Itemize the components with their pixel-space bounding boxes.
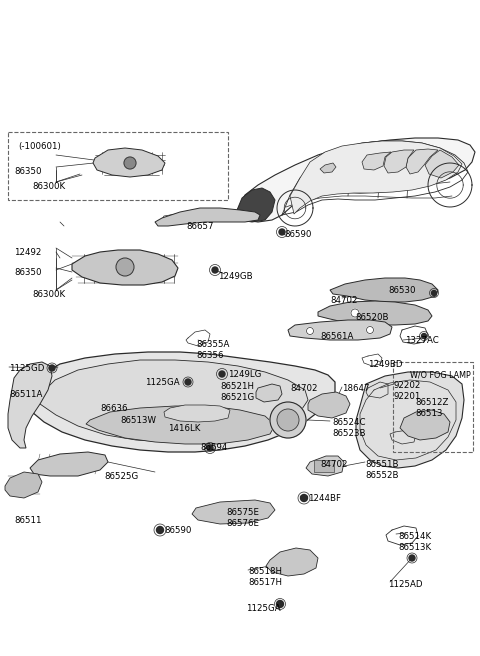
Text: 86551B: 86551B: [365, 460, 398, 469]
Circle shape: [277, 409, 299, 431]
Bar: [314, 460, 334, 472]
Text: 1249BD: 1249BD: [368, 360, 403, 369]
Text: 1125GA: 1125GA: [145, 378, 180, 387]
Text: 86657: 86657: [186, 222, 214, 231]
Polygon shape: [356, 372, 464, 468]
Text: 86512Z: 86512Z: [415, 398, 448, 407]
Text: 92201: 92201: [394, 392, 421, 401]
Polygon shape: [192, 500, 275, 524]
Text: 86521G: 86521G: [220, 393, 254, 402]
Text: 86350: 86350: [14, 167, 41, 176]
Text: 86521H: 86521H: [220, 382, 254, 391]
Text: 1249GB: 1249GB: [218, 272, 252, 281]
Circle shape: [279, 229, 285, 235]
Circle shape: [276, 600, 284, 607]
Polygon shape: [155, 208, 260, 226]
Text: 86590: 86590: [284, 230, 312, 239]
Text: 86511: 86511: [14, 516, 41, 525]
Text: 86576E: 86576E: [226, 519, 259, 528]
Text: 86575E: 86575E: [226, 508, 259, 517]
Text: 84702: 84702: [330, 296, 358, 305]
Polygon shape: [406, 149, 438, 174]
Polygon shape: [384, 150, 414, 173]
Polygon shape: [38, 360, 308, 442]
Text: 86530: 86530: [388, 286, 416, 295]
Circle shape: [367, 327, 373, 333]
Text: 86356: 86356: [196, 351, 224, 360]
Circle shape: [219, 371, 225, 377]
Circle shape: [421, 333, 427, 338]
Circle shape: [307, 327, 313, 335]
Polygon shape: [235, 138, 475, 222]
Polygon shape: [288, 320, 392, 340]
Text: 86552B: 86552B: [365, 471, 398, 480]
Circle shape: [116, 258, 134, 276]
Text: 1327AC: 1327AC: [405, 336, 439, 345]
Polygon shape: [266, 548, 318, 576]
Text: 92202: 92202: [394, 381, 421, 390]
Text: 86590: 86590: [164, 526, 192, 535]
Polygon shape: [400, 410, 450, 440]
Text: 86511A: 86511A: [9, 390, 42, 399]
Polygon shape: [290, 141, 462, 214]
Circle shape: [432, 291, 436, 295]
Text: 84702: 84702: [290, 384, 317, 393]
Text: 86300K: 86300K: [32, 182, 65, 191]
Text: 1416LK: 1416LK: [168, 424, 200, 433]
Text: 86525G: 86525G: [104, 472, 138, 481]
Circle shape: [351, 309, 359, 317]
Circle shape: [212, 267, 218, 273]
Text: 86514K: 86514K: [398, 532, 431, 541]
Polygon shape: [362, 152, 391, 170]
Text: 1125GD: 1125GD: [9, 364, 44, 373]
Polygon shape: [8, 362, 52, 448]
Circle shape: [409, 555, 415, 561]
Polygon shape: [235, 188, 275, 222]
Text: 1244BF: 1244BF: [308, 494, 341, 503]
Text: 86594: 86594: [200, 443, 228, 452]
Text: W/O FOG LAMP: W/O FOG LAMP: [410, 370, 471, 379]
Polygon shape: [318, 301, 432, 325]
Polygon shape: [330, 278, 438, 302]
Text: 86513W: 86513W: [120, 416, 156, 425]
Text: 18647: 18647: [342, 384, 370, 393]
Circle shape: [300, 495, 308, 501]
Text: (-100601): (-100601): [18, 142, 61, 151]
Text: 1125AD: 1125AD: [388, 580, 422, 589]
Circle shape: [156, 527, 164, 533]
Polygon shape: [306, 456, 344, 476]
Text: 86355A: 86355A: [196, 340, 229, 349]
Text: 86518H: 86518H: [248, 567, 282, 576]
Polygon shape: [93, 148, 165, 177]
Polygon shape: [72, 250, 178, 285]
Polygon shape: [164, 405, 230, 422]
Text: 12492: 12492: [14, 248, 41, 257]
Circle shape: [124, 157, 136, 169]
Polygon shape: [86, 406, 275, 444]
Circle shape: [49, 365, 55, 371]
Text: 86513K: 86513K: [398, 543, 431, 552]
Circle shape: [207, 445, 213, 451]
Text: 86561A: 86561A: [320, 332, 353, 341]
Text: 1125GA: 1125GA: [246, 604, 281, 613]
Circle shape: [185, 379, 191, 385]
Text: 86636: 86636: [100, 404, 128, 413]
Polygon shape: [5, 472, 42, 498]
Polygon shape: [425, 150, 459, 178]
Polygon shape: [256, 384, 282, 402]
Circle shape: [270, 402, 306, 438]
Polygon shape: [308, 392, 350, 418]
Text: 84702: 84702: [320, 460, 348, 469]
Text: 86524C: 86524C: [332, 418, 365, 427]
Polygon shape: [26, 352, 335, 452]
Text: 86523B: 86523B: [332, 429, 365, 438]
Polygon shape: [30, 452, 108, 476]
Text: 1249LG: 1249LG: [228, 370, 262, 379]
Text: 86520B: 86520B: [355, 313, 388, 322]
Text: 86300K: 86300K: [32, 290, 65, 299]
Text: 86513: 86513: [415, 409, 443, 418]
Text: 86350: 86350: [14, 268, 41, 277]
Polygon shape: [320, 163, 336, 173]
Text: 86517H: 86517H: [248, 578, 282, 587]
